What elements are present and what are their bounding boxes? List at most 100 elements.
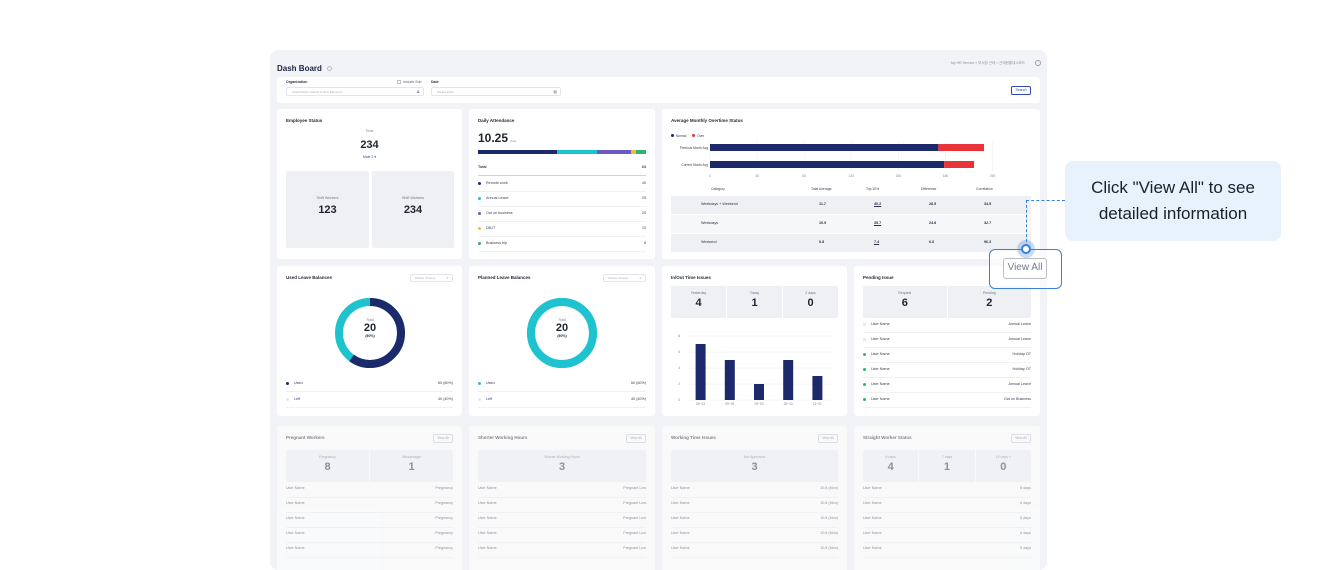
item-label: User Name: [671, 531, 690, 535]
bar: [783, 360, 794, 400]
column-header: Correlation: [976, 187, 993, 191]
attendance-total-row: Total 64: [478, 161, 646, 176]
column-header: Top 10%: [866, 187, 880, 191]
stat-cell: Miscarriage 1: [369, 450, 453, 482]
item-label-text: User Name: [871, 352, 890, 356]
stat-label: Pending: [982, 291, 996, 295]
summary-card: Working Time Issues View All Not Approved 3…: [662, 426, 847, 570]
item-value: 40: [641, 181, 646, 185]
table-cell[interactable]: 40.2: [874, 202, 882, 206]
x-tick-label: 0: [709, 174, 711, 178]
item-label-text: User Name: [871, 322, 890, 326]
donut-center: Total 20 (60%): [363, 318, 377, 338]
list-item: DBJT 10: [478, 222, 646, 237]
table-cell[interactable]: 7.4: [874, 240, 880, 244]
table-cell: 6.6: [929, 240, 935, 244]
favorite-icon[interactable]: [326, 66, 332, 72]
view-all-button[interactable]: View All: [1011, 434, 1031, 443]
table-cell: 10.9: [819, 221, 827, 225]
calendar-icon[interactable]: ▦: [553, 89, 557, 94]
item-label: User Name: [863, 516, 882, 520]
person-icon[interactable]: ♟: [416, 89, 420, 94]
stats-box: Not Approved 3: [671, 450, 838, 482]
legend-label: Over: [697, 134, 705, 138]
item-value: 60 (60%): [438, 381, 453, 385]
planned-leave-donut: [527, 298, 597, 368]
help-icon[interactable]: [1035, 60, 1041, 66]
breadcrumb[interactable]: My HR Service > 부서장 근태 > 근태현황대시보드: [950, 61, 1025, 65]
total-label: Total: [365, 129, 374, 133]
attendance-segment: [630, 150, 636, 154]
list-item: User Name Pregnancy: [286, 544, 453, 558]
item-value: Pregnant Low: [623, 501, 646, 505]
stats-box: 6 days 4 7 days 1 14 days + 0: [863, 450, 1031, 482]
table-cell: 32.7: [984, 221, 992, 225]
stat-cell: Pending 2: [946, 286, 1032, 318]
click-indicator-icon: [1017, 240, 1035, 258]
stat-label: Today: [749, 291, 760, 295]
stat-label: Shift Workers: [401, 196, 425, 200]
card-title: Daily Attendance: [478, 118, 515, 123]
list-item: Left 40 (40%): [286, 393, 453, 408]
table-cell[interactable]: 35.7: [874, 221, 882, 225]
item-label: User Name: [478, 516, 497, 520]
card-title: Planned Leave Balances: [478, 275, 531, 280]
item-label: User Name: [863, 397, 890, 401]
item-label: User Name: [286, 486, 305, 490]
pending-card: Pending Issue Request 6 Pending 2 User Name…: [854, 266, 1040, 416]
donut-center: Total 20 (60%): [555, 318, 569, 338]
item-label: User Name: [286, 501, 305, 505]
item-label-text: User Name: [871, 337, 890, 341]
bar: [695, 344, 706, 400]
leave-type-select[interactable]: Please Choose ▾: [410, 274, 453, 282]
item-value: Annual Leave: [1008, 322, 1031, 326]
card-title: Employee Status: [286, 118, 323, 123]
used-leave-donut: [335, 298, 405, 368]
item-label-text: Used: [486, 381, 495, 385]
stat-value: 1: [943, 461, 951, 473]
item-label: User Name: [863, 486, 882, 490]
list-item: Used 60 (60%): [286, 377, 453, 392]
view-all-button[interactable]: View All: [818, 434, 838, 443]
item-value: Pregnant Low: [623, 486, 646, 490]
organization-input[interactable]: Organization Search & New Elements ♟: [286, 87, 424, 96]
chevron-down-icon[interactable]: ▾: [639, 276, 641, 280]
stat-label: Miscarriage: [402, 455, 421, 459]
stat-cell: Today 1: [726, 286, 782, 318]
checkbox-icon[interactable]: [397, 80, 401, 85]
list-item: User Name 10.8 (Mon): [671, 514, 838, 528]
table-row: Weekend 0.8 7.4 6.6 96.3: [671, 234, 1031, 252]
stat-value: 123: [318, 204, 337, 216]
item-label: User Name: [671, 546, 690, 550]
stat-value: 6: [901, 297, 908, 309]
connector-line: [1026, 200, 1027, 242]
pending-stats: Request 6 Pending 2: [863, 286, 1031, 318]
date-input[interactable]: Please Enter ▦: [431, 87, 561, 96]
item-label: Left: [478, 397, 492, 401]
include-sub-checkbox[interactable]: Include Sub: [397, 80, 422, 85]
x-tick-label: 120: [849, 174, 855, 178]
item-value: 60 (60%): [631, 381, 646, 385]
view-all-button[interactable]: View All: [1003, 258, 1047, 279]
item-value: Annual Leave: [1008, 337, 1031, 341]
stat-value: 3: [558, 461, 566, 473]
item-label: User Name: [671, 486, 690, 490]
status-dot-icon: [863, 352, 866, 356]
list-item: User Name 6 days: [863, 544, 1031, 558]
table-cell: 11.7: [819, 202, 826, 206]
list-item: User Name Pregnancy: [286, 484, 453, 498]
search-button[interactable]: Search: [1011, 86, 1031, 95]
view-all-button[interactable]: View All: [626, 434, 646, 443]
view-all-button[interactable]: View All: [433, 434, 453, 443]
table-cell: Weekend: [701, 240, 717, 244]
item-label: User Name: [863, 501, 882, 505]
employee-status-card: Employee Status Total 234 Male 2 ▾ Shift…: [277, 109, 462, 259]
gender-toggle[interactable]: Male 2 ▾: [362, 155, 377, 159]
list-item: User Name 6 days: [863, 529, 1031, 543]
stat-label: 2 days: [805, 291, 816, 295]
item-value: 10.8 (Mon): [820, 501, 838, 505]
chevron-down-icon[interactable]: ▾: [446, 276, 448, 280]
legend-item: Normal: [671, 134, 686, 138]
item-value: 6 days: [1020, 501, 1031, 505]
leave-type-select[interactable]: Please Choose ▾: [603, 274, 646, 282]
